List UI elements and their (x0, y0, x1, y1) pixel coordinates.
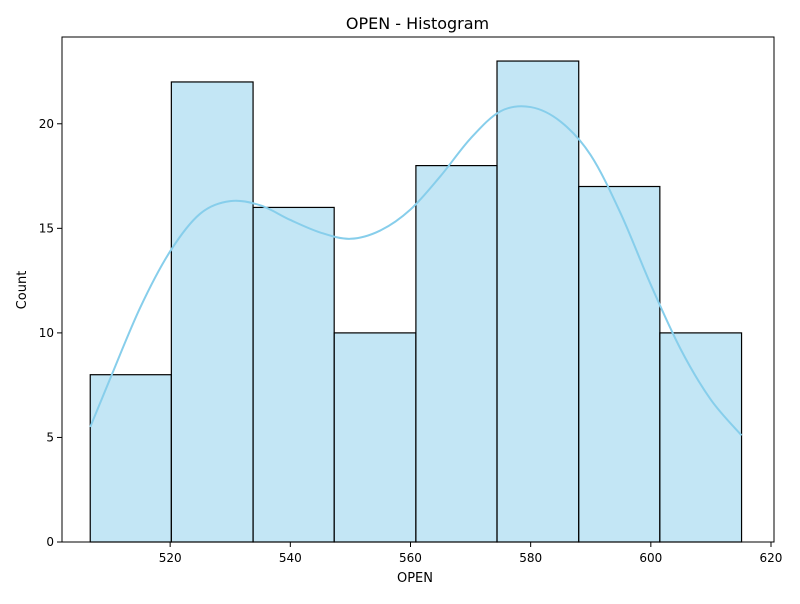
y-tick-label: 5 (46, 430, 54, 444)
chart-title: OPEN - Histogram (346, 14, 489, 33)
y-tick-label: 15 (39, 221, 54, 235)
y-axis-ticks: 0 5 10 15 20 (39, 117, 62, 549)
x-tick-label: 580 (519, 551, 542, 565)
histogram-bar (89, 374, 172, 543)
histogram-bar (578, 185, 661, 543)
histogram-bar (252, 206, 335, 543)
x-axis-ticks: 520 540 560 580 600 620 (159, 542, 783, 565)
y-axis-label: Count (15, 271, 30, 310)
y-tick-label: 10 (39, 326, 54, 340)
x-tick-label: 520 (159, 551, 182, 565)
x-tick-label: 620 (760, 551, 783, 565)
x-axis-label: OPEN (397, 571, 433, 586)
y-tick-label: 20 (39, 117, 54, 131)
x-tick-label: 560 (399, 551, 422, 565)
histogram-bar (415, 165, 498, 543)
histogram-bar (333, 332, 417, 543)
axes-frame (61, 36, 775, 543)
y-tick-label: 0 (46, 535, 54, 549)
x-tick-label: 600 (639, 551, 662, 565)
bars-group (89, 60, 743, 543)
histogram-bar (170, 81, 254, 543)
histogram-bar (496, 60, 580, 543)
histogram-bar (659, 332, 743, 543)
kde-curve (89, 105, 743, 437)
x-tick-label: 540 (279, 551, 302, 565)
